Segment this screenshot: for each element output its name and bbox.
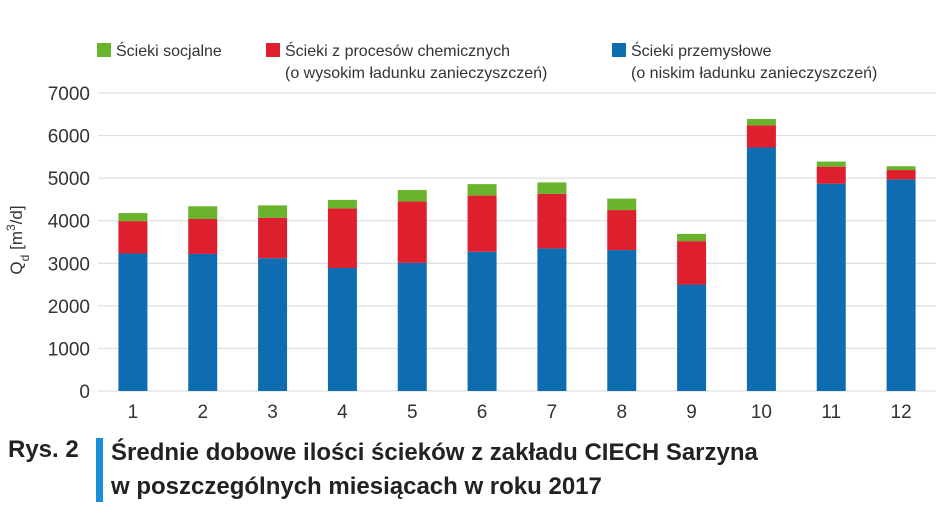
x-tick-label: 6 xyxy=(477,402,488,423)
bar-segment-industrial xyxy=(118,253,148,391)
bar-segment-chemical xyxy=(886,170,916,180)
x-tick-label: 4 xyxy=(337,402,348,423)
bar-segment-chemical xyxy=(677,241,707,285)
bar-segment-social xyxy=(816,161,846,167)
bar-segment-chemical xyxy=(467,195,497,252)
bar-segment-chemical xyxy=(746,125,776,148)
legend-item-chemical: Ścieki z procesów chemicznych (o wysokim… xyxy=(266,41,547,82)
bar-segment-industrial xyxy=(607,250,637,391)
y-tick-label: 3000 xyxy=(48,254,90,275)
legend-label-chemical-line2: (o wysokim ładunku zanieczyszczeń) xyxy=(285,65,547,82)
bar-segment-chemical xyxy=(397,201,427,263)
y-tick-label: 1000 xyxy=(48,339,90,360)
legend-swatch-chemical xyxy=(266,43,280,57)
grid-lines xyxy=(98,92,936,392)
bar-segment-chemical xyxy=(327,208,357,268)
legend-label-industrial: Ścieki przemysłowe xyxy=(631,41,772,60)
bar-segment-industrial xyxy=(467,251,497,391)
bar-segment-chemical xyxy=(816,166,846,184)
caption-label: Rys. 2 xyxy=(8,436,79,463)
bar-segment-chemical xyxy=(118,221,148,254)
bar-segment-social xyxy=(607,198,637,211)
bar-segment-industrial xyxy=(258,258,288,391)
legend-label-social: Ścieki socjalne xyxy=(116,41,222,60)
bar-segment-industrial xyxy=(816,183,846,391)
y-tick-label: 0 xyxy=(79,382,90,403)
caption-line-1: Średnie dobowe ilości ścieków z zakładu … xyxy=(111,439,758,466)
y-tick-label: 7000 xyxy=(48,84,90,105)
bar-segment-social xyxy=(467,184,497,196)
bar-segment-social xyxy=(677,233,707,242)
caption-text: Średnie dobowe ilości ścieków z zakładu … xyxy=(111,436,758,504)
bar-segment-social xyxy=(397,190,427,202)
x-tick-label: 8 xyxy=(616,402,627,423)
bar-segment-social xyxy=(118,213,148,222)
x-tick-label: 1 xyxy=(128,402,139,423)
bar-segment-social xyxy=(327,199,357,209)
bar-segment-industrial xyxy=(746,147,776,391)
caption-line-2: w poszczególnych miesiącach w roku 2017 xyxy=(111,473,602,500)
bar-segment-industrial xyxy=(188,253,218,391)
bar-segment-social xyxy=(746,118,776,126)
bar-segment-chemical xyxy=(188,219,218,254)
bars xyxy=(118,118,916,391)
y-tick-label: 6000 xyxy=(48,127,90,148)
legend-item-social: Ścieki socjalne xyxy=(97,41,222,60)
bar-segment-social xyxy=(188,206,218,220)
x-tick-label: 3 xyxy=(267,402,278,423)
x-tick-label: 11 xyxy=(821,402,841,423)
x-tick-label: 5 xyxy=(407,402,418,423)
caption-accent-bar xyxy=(96,438,103,502)
legend: Ścieki socjalne Ścieki z procesów chemic… xyxy=(97,41,877,82)
legend-swatch-social xyxy=(97,43,111,57)
bar-segment-chemical xyxy=(607,210,637,251)
y-axis-title: Qd [m3/d] xyxy=(4,205,32,274)
x-tick-label: 2 xyxy=(197,402,208,423)
x-tick-label: 9 xyxy=(686,402,697,423)
bar-segment-industrial xyxy=(327,267,357,391)
bar-segment-chemical xyxy=(258,217,288,259)
bar-segment-industrial xyxy=(886,179,916,391)
bar-segment-industrial xyxy=(537,248,567,391)
y-tick-label: 4000 xyxy=(48,212,90,233)
bar-segment-industrial xyxy=(397,262,427,391)
bar-segment-social xyxy=(886,166,916,171)
bar-segment-social xyxy=(258,205,288,218)
x-tick-label: 12 xyxy=(891,402,912,423)
x-tick-label: 7 xyxy=(547,402,558,423)
legend-swatch-industrial xyxy=(612,43,626,57)
y-tick-label: 2000 xyxy=(48,297,90,318)
x-tick-label: 10 xyxy=(751,402,772,423)
bar-segment-chemical xyxy=(537,193,567,249)
y-axis: 0 1000 2000 3000 4000 5000 6000 7000 xyxy=(48,84,90,403)
legend-label-chemical: Ścieki z procesów chemicznych xyxy=(285,41,510,60)
legend-label-industrial-line2: (o niskim ładunku zanieczyszczeń) xyxy=(631,65,877,82)
bar-segment-industrial xyxy=(677,284,707,391)
x-axis: 1 2 3 4 5 6 7 8 9 10 11 12 xyxy=(128,402,912,423)
bar-segment-social xyxy=(537,182,567,194)
figure-caption: Rys. 2 Średnie dobowe ilości ścieków z z… xyxy=(8,436,928,506)
y-tick-label: 5000 xyxy=(48,169,90,190)
legend-item-industrial: Ścieki przemysłowe (o niskim ładunku zan… xyxy=(612,41,877,82)
